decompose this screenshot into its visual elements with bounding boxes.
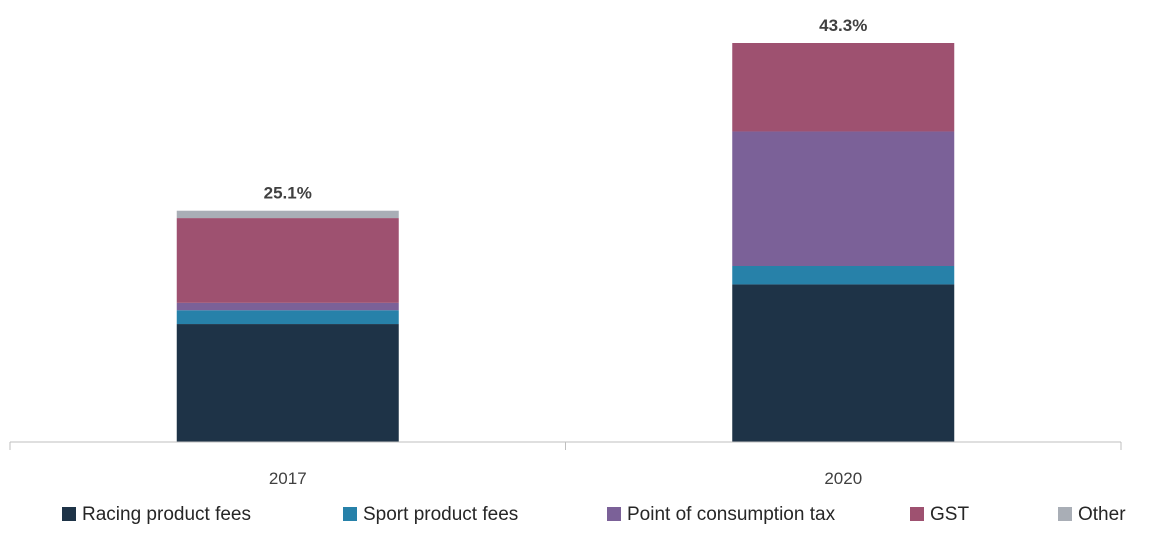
legend: Racing product fees Sport product fees Poi… [62,504,1126,525]
bars-layer [176,43,955,442]
bar-2017-series-0 [176,324,399,442]
x-tick-label-2020: 2020 [824,469,862,488]
bar-2020-series-2 [732,131,955,266]
bar-2020-series-3 [732,43,955,132]
bar-2017-series-2 [176,302,399,311]
total-label-2017: 25.1% [264,184,312,203]
bar-2017-series-1 [176,310,399,325]
legend-swatch-0 [62,507,76,521]
bar-2017-series-3 [176,218,399,303]
labels-layer: 25.1% 2017 43.3% 2020 [264,16,868,488]
legend-swatch-2 [607,507,621,521]
total-label-2020: 43.3% [819,16,867,35]
legend-label-3: GST [930,504,969,525]
x-axis [9,441,1122,450]
legend-swatch-1 [343,507,357,521]
legend-label-1: Sport product fees [363,504,518,525]
legend-swatch-4 [1058,507,1072,521]
legend-label-0: Racing product fees [82,504,251,525]
bar-2020-series-0 [732,284,955,442]
legend-swatch-3 [910,507,924,521]
bar-2020-series-1 [732,265,955,285]
legend-label-2: Point of consumption tax [627,504,836,525]
legend-label-4: Other [1078,504,1126,525]
x-tick-label-2017: 2017 [269,469,307,488]
bar-2017-series-4 [176,210,399,219]
